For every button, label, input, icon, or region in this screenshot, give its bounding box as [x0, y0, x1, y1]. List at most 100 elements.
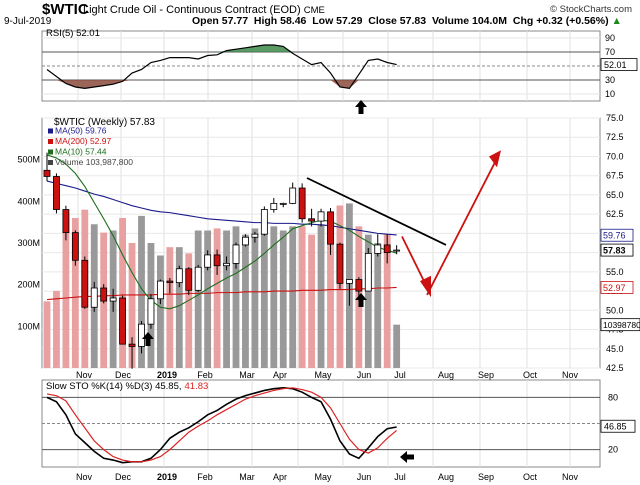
- volume-bar: [308, 234, 315, 368]
- volume-bar: [232, 226, 240, 368]
- candle-body: [270, 202, 278, 210]
- sto-panel-frame: [41, 379, 601, 468]
- sto-x-label: Nov: [562, 472, 579, 482]
- symbol-label: $WTIC: [42, 1, 89, 18]
- candle-body: [251, 233, 259, 238]
- low-value: Low 57.29: [312, 15, 363, 27]
- price-x-label: May: [314, 370, 332, 380]
- rsi-tick-label: 10: [605, 89, 615, 99]
- price-legend-item: MA(50) 59.76: [55, 126, 107, 136]
- volume-tick-label: 200M: [17, 280, 40, 290]
- up-arrow-shaft: [426, 156, 499, 296]
- rsi-tick-label: 70: [605, 47, 615, 57]
- rsi-legend: RSI(5) 52.01: [46, 28, 100, 39]
- sto-legend: Slow STO %K(14) %D(3) 45.85,: [46, 381, 182, 392]
- candle-body: [43, 169, 51, 177]
- price-x-label: 2019: [157, 370, 177, 380]
- price-x-label: Dec: [115, 370, 132, 380]
- price-x-label: Aug: [438, 370, 454, 380]
- volume-bar: [383, 234, 391, 368]
- volume-bar: [53, 290, 60, 368]
- resistance-trendline: [306, 177, 447, 246]
- candle-body: [166, 280, 174, 284]
- volume-bar: [289, 226, 297, 368]
- sto-x-label: Feb: [197, 472, 213, 482]
- candle-body: [279, 202, 287, 205]
- price-tick-label: 67.5: [606, 171, 624, 181]
- volume-value-label: 103987800: [603, 320, 640, 330]
- candle-body: [156, 280, 164, 300]
- up-arrowhead: [489, 150, 501, 168]
- candle-body: [336, 243, 344, 284]
- candle-body: [213, 254, 221, 267]
- chart-date: 9-Jul-2019: [4, 16, 52, 27]
- volume-bar: [157, 255, 164, 368]
- candle-body: [393, 249, 401, 252]
- volume-bar: [270, 226, 278, 368]
- volume-bar: [242, 234, 249, 368]
- legend-swatch: [48, 149, 53, 155]
- price-x-label: Mar: [239, 370, 255, 380]
- price-legend-item: MA(200) 52.97: [55, 136, 111, 146]
- rsi-value-box: [600, 58, 638, 71]
- ma50-value-box: [600, 228, 634, 242]
- volume-bar: [119, 218, 126, 368]
- ma200-value-box: [600, 281, 634, 294]
- candle-body: [298, 187, 306, 220]
- sto-k-line: [46, 387, 397, 464]
- volume-bar: [213, 228, 221, 368]
- change-value: Chg +0.32 (+0.56%): [512, 15, 609, 27]
- legend-swatch: [48, 139, 53, 144]
- candle-body: [81, 259, 89, 308]
- volume-tick-label: 500M: [17, 155, 40, 165]
- price-tick-label: 75.0: [606, 113, 624, 123]
- price-legend-item: MA(10) 57.44: [55, 147, 107, 157]
- ma50-value-box-label: 59.76: [603, 231, 626, 241]
- sto-tick-label: 20: [608, 445, 618, 455]
- up-arrow-icon: ▲: [611, 15, 622, 27]
- volume-bar: [62, 218, 70, 368]
- sto-x-label: Jun: [357, 472, 372, 482]
- volume-tick-label: 300M: [17, 238, 40, 248]
- candle-body: [355, 279, 363, 292]
- rsi-tick-label: 90: [605, 33, 615, 43]
- price-x-label: Oct: [523, 370, 538, 380]
- price-x-label: Sep: [478, 370, 494, 380]
- volume-bar: [364, 234, 372, 368]
- volume-bar: [204, 230, 212, 368]
- open-value: Open 57.77: [192, 15, 249, 27]
- close-value: Close 57.83: [368, 15, 427, 27]
- price-x-label: Jun: [357, 370, 372, 380]
- sto-value-label: 46.85: [604, 422, 627, 432]
- left-arrow-icon: [400, 451, 414, 463]
- volume-bar: [194, 230, 202, 368]
- candle-body: [242, 236, 249, 246]
- sto-x-label: 2019: [157, 472, 177, 482]
- candle-body: [317, 211, 325, 222]
- copyright-label: © StockCharts.com: [550, 4, 632, 15]
- candle-body: [374, 244, 382, 254]
- legend-swatch: [48, 160, 53, 165]
- candle-body: [289, 187, 297, 204]
- price-tick-label: 62.5: [606, 209, 624, 219]
- volume-bar: [166, 247, 174, 368]
- price-tick-label: 50.0: [606, 305, 624, 315]
- volume-bar: [175, 247, 183, 368]
- volume-bar: [393, 324, 401, 368]
- volume-bar: [327, 218, 334, 368]
- sto-value-box: [600, 419, 636, 433]
- volume-bar: [251, 228, 259, 368]
- candle-body: [71, 232, 79, 261]
- candle-body: [147, 298, 155, 325]
- instrument-name: Light Crude Oil - Continuous Contract (E…: [83, 4, 325, 16]
- volume-bar: [185, 253, 193, 368]
- price-x-label: Jul: [394, 370, 406, 380]
- volume-bar: [43, 301, 51, 368]
- sto-x-label: Nov: [76, 472, 93, 482]
- candle-body: [100, 287, 108, 302]
- ma200-value-box-label: 52.97: [603, 283, 626, 293]
- sto-d-line: [46, 387, 398, 463]
- candle-body: [223, 262, 230, 267]
- volume-bar: [71, 218, 79, 368]
